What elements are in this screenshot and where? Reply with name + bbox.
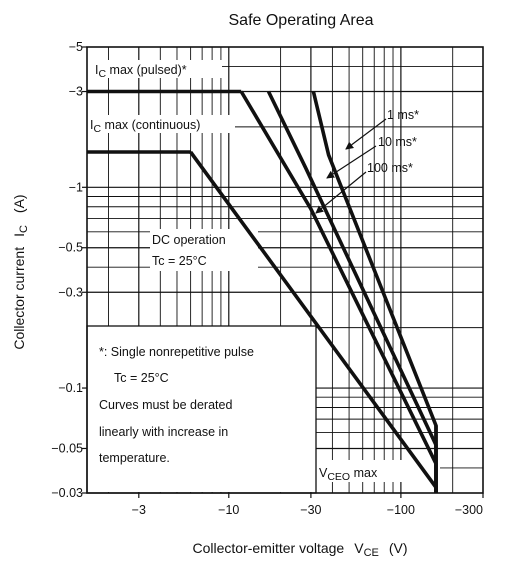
annotation-backgrounds [86, 60, 440, 494]
plot-frame [82, 46, 484, 498]
note-line: Tc = 25°C [114, 371, 169, 385]
note-box-bg [87, 326, 316, 492]
annotation-ic-max-pulsed: IC max (pulsed)* [95, 63, 187, 80]
y-tick-label: −0.03 [51, 486, 83, 500]
vceo-label-bg [316, 460, 440, 482]
dc-label-bg [150, 229, 258, 271]
continuous-label-bg [87, 115, 235, 133]
annotation-arrow [315, 171, 367, 214]
y-tick-label: −3 [69, 85, 83, 99]
y-tick-label: −5 [69, 40, 83, 54]
annotations: IC max (pulsed)* IC max (continuous) 1 ms*… [90, 63, 419, 483]
y-tick-label: −0.05 [51, 441, 83, 455]
series-lines [87, 89, 438, 493]
chart-title: Safe Operating Area [229, 12, 374, 29]
annotation-arrow [326, 145, 377, 179]
y-tick-labels: −5 −3 −1 −0.5 −0.3 −0.1 −0.05 −0.03 [51, 40, 83, 500]
annotation-dc-temperature: Tc = 25°C [152, 254, 207, 268]
y-axis-label: Collector currentIC(A) [11, 194, 30, 349]
plot-border [86, 46, 484, 494]
x-tick-labels: −3 −10 −30 −100 −300 [132, 503, 483, 517]
note-line: temperature. [99, 451, 170, 465]
x-axis-label: Collector-emitter voltage VCE (V) [192, 540, 407, 559]
annotation-arrows [315, 118, 387, 214]
x-tick-label: −100 [387, 503, 415, 517]
annotation-vceo-max: VCEO max [319, 466, 378, 483]
note-line: linearly with increase in [99, 425, 228, 439]
x-tick-label: −300 [455, 503, 483, 517]
x-tick-label: −3 [132, 503, 146, 517]
annotation-10ms: 10 ms* [378, 135, 417, 149]
annotation-1ms: 1 ms* [387, 108, 419, 122]
y-tick-label: −0.5 [58, 241, 83, 255]
note-line: *: Single nonrepetitive pulse [99, 345, 254, 359]
note-line: Curves must be derated [99, 398, 232, 412]
y-tick-label: −1 [69, 180, 83, 194]
y-tick-label: −0.1 [58, 381, 83, 395]
pulsed-label-bg [87, 60, 222, 78]
annotation-dc-operation: DC operation [152, 233, 226, 247]
annotation-arrow [345, 118, 387, 150]
x-tick-label: −10 [218, 503, 239, 517]
annotation-100ms: 100 ms* [367, 161, 413, 175]
annotation-ic-max-continuous: IC max (continuous) [90, 118, 200, 135]
x-tick-label: −30 [300, 503, 321, 517]
y-tick-label: −0.3 [58, 285, 83, 299]
